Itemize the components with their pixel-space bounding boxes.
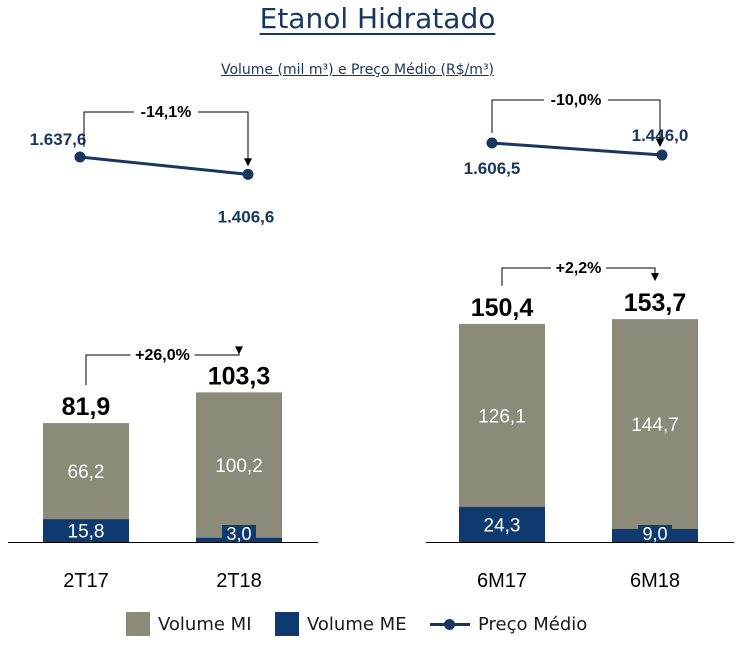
price-point-6m17 [486,137,498,149]
bar-me-label-6m18: 9,0 [642,524,667,544]
bar-mi-2t18 [196,392,282,538]
volume-2-change-label: +2,2% [556,260,602,277]
legend-item-me: Volume ME [275,607,407,641]
volume-1-bracket-arrow [235,346,243,355]
category-label-6m18: 6M18 [630,570,680,592]
bar-mi-label-2t17: 66,2 [68,462,105,483]
volume-1-change-label-bg [130,344,195,364]
price-label-2t18: 1.406,6 [218,207,275,226]
bar-mi-label-6m18: 144,7 [631,415,679,436]
volume-2-change-label-bg [551,257,606,277]
legend-item-line: Preço Médio [430,607,587,641]
legend-swatch-me [275,612,299,636]
price-2-change-label: -10,0% [551,92,602,109]
legend-label-mi: Volume MI [158,613,252,635]
bar-me-label-2t18: 3,0 [226,524,251,544]
bar-total-label-2t18: 103,3 [208,362,271,390]
legend: Volume MI Volume ME Preço Médio [0,607,755,641]
price-point-2t18 [242,168,254,180]
legend-line-icon [430,612,470,636]
bar-total-label-6m18: 153,7 [624,289,687,317]
price-line-1 [79,155,249,176]
category-label-2t17: 2T17 [63,570,109,592]
price-2-change-label-bg [544,89,608,109]
bar-me-6m17 [459,506,545,542]
chart-canvas: 1.637,61.406,6-14,1%1.606,51.446,0-10,0%… [8,89,734,592]
price-1-change-label: -14,1% [141,104,192,121]
price-1-bracket-arrow [244,158,252,167]
bar-me-label-2t17: 15,8 [68,522,105,543]
price-line-2 [491,141,663,157]
bar-mi-6m17 [459,323,545,507]
legend-label-line: Preço Médio [478,613,588,635]
price-label-2t17: 1.637,6 [30,130,87,149]
legend-label-me: Volume ME [307,613,407,635]
price-label-6m17: 1.606,5 [464,159,521,178]
bar-total-label-6m17: 150,4 [471,294,534,322]
bar-mi-label-2t18: 100,2 [215,456,263,477]
bar-me-label-bg-2t18 [222,525,256,542]
volume-2-bracket-arrow [651,273,659,282]
chart-subtitle: Volume (mil m³) e Preço Médio (R$/m³) [220,62,495,78]
price-point-6m18 [656,149,668,161]
price-1-change-label-bg [134,101,198,121]
category-label-2t18: 2T18 [216,570,262,592]
price-2-bracket-arrow [656,139,664,148]
category-label-6m17: 6M17 [477,570,527,592]
volume-1-change-label: +26,0% [135,347,190,364]
bar-me-label-6m17: 24,3 [484,515,521,536]
price-point-2t17 [74,151,86,163]
chart-title: Etanol Hidratado [259,2,496,35]
bar-mi-label-6m17: 126,1 [478,406,526,427]
bar-mi-6m18 [612,319,698,529]
bar-me-2t17 [43,519,129,542]
bar-me-label-bg-6m18 [638,525,672,542]
legend-swatch-mi [126,612,150,636]
bar-total-label-2t17: 81,9 [62,393,111,421]
legend-item-mi: Volume MI [126,607,252,641]
bar-mi-2t17 [43,423,129,520]
